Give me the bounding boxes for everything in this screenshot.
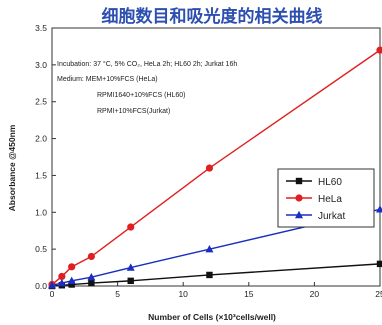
data-point-hela xyxy=(127,223,135,231)
y-tick-label: 2.0 xyxy=(35,134,47,144)
annotation-medium-hl60: RPMI1640+10%FCS (HL60) xyxy=(97,92,186,99)
data-point-hela xyxy=(205,164,214,172)
legend-label-hl60: HL60 xyxy=(318,177,342,188)
legend: HL60 HeLa Jurkat xyxy=(277,168,375,228)
data-point-hela xyxy=(68,263,76,271)
annotation-medium-hela: Medium: MEM+10%FCS (HeLa) xyxy=(57,76,158,83)
data-point-jurkat xyxy=(205,244,214,253)
y-axis-label: Absorbance @450nm xyxy=(7,124,17,211)
x-axis-label: Number of Cells (×10³cells/well) xyxy=(148,312,276,322)
plot-area: 0.0 0.5 1.0 1.5 2.0 2.5 3.0 3.5 0 5 10 15 20 25 xyxy=(35,23,382,299)
data-point-jurkat xyxy=(87,272,96,281)
y-tick-label: 2.5 xyxy=(35,97,47,107)
legend-marker-hela xyxy=(295,194,303,202)
data-point-jurkat xyxy=(376,205,382,213)
x-tick-label: 15 xyxy=(244,289,254,299)
legend-marker-jurkat xyxy=(295,210,303,219)
y-tick-label: 0.5 xyxy=(35,244,47,254)
data-point-hl60 xyxy=(376,260,382,268)
x-tick-label: 20 xyxy=(310,289,320,299)
data-point-jurkat xyxy=(126,263,135,271)
data-point-hl60 xyxy=(68,281,75,288)
series-line-hela xyxy=(51,49,381,286)
x-tick-label: 25 xyxy=(375,289,382,299)
x-tick-label: 5 xyxy=(115,289,120,299)
annotation-incubation: Incubation: 37 °C, 5% CO₂, HeLa 2h; HL60… xyxy=(57,60,237,68)
x-tick-label: 10 xyxy=(178,289,188,299)
data-point-jurkat xyxy=(48,281,56,289)
annotation-medium-jurkat: RPMI+10%FCS(Jurkat) xyxy=(97,108,170,115)
data-point-hl60 xyxy=(206,271,213,279)
data-point-hl60 xyxy=(88,279,95,287)
data-point-hela xyxy=(376,46,382,54)
data-point-jurkat xyxy=(67,276,76,285)
plot-frame xyxy=(51,27,381,287)
annotation-block: Incubation: 37 °C, 5% CO₂, HeLa 2h; HL60… xyxy=(57,60,237,115)
data-point-hela xyxy=(87,252,95,261)
y-tick-label: 1.0 xyxy=(35,207,47,217)
legend-label-hela: HeLa xyxy=(318,194,342,205)
legend-marker-hl60 xyxy=(295,177,303,185)
data-point-hl60 xyxy=(127,277,134,285)
y-tick-label: 0.0 xyxy=(35,281,47,291)
chart-title: 细胞数目和吸光度的相关曲线 xyxy=(102,6,323,27)
data-point-hela xyxy=(58,272,66,281)
data-point-jurkat xyxy=(57,278,66,287)
y-tick-label: 1.5 xyxy=(35,170,47,180)
legend-label-jurkat: Jurkat xyxy=(318,211,345,222)
y-tick-label: 3.0 xyxy=(35,60,47,70)
y-tick-label: 3.5 xyxy=(35,23,47,33)
x-tick-label: 0 xyxy=(50,289,55,299)
